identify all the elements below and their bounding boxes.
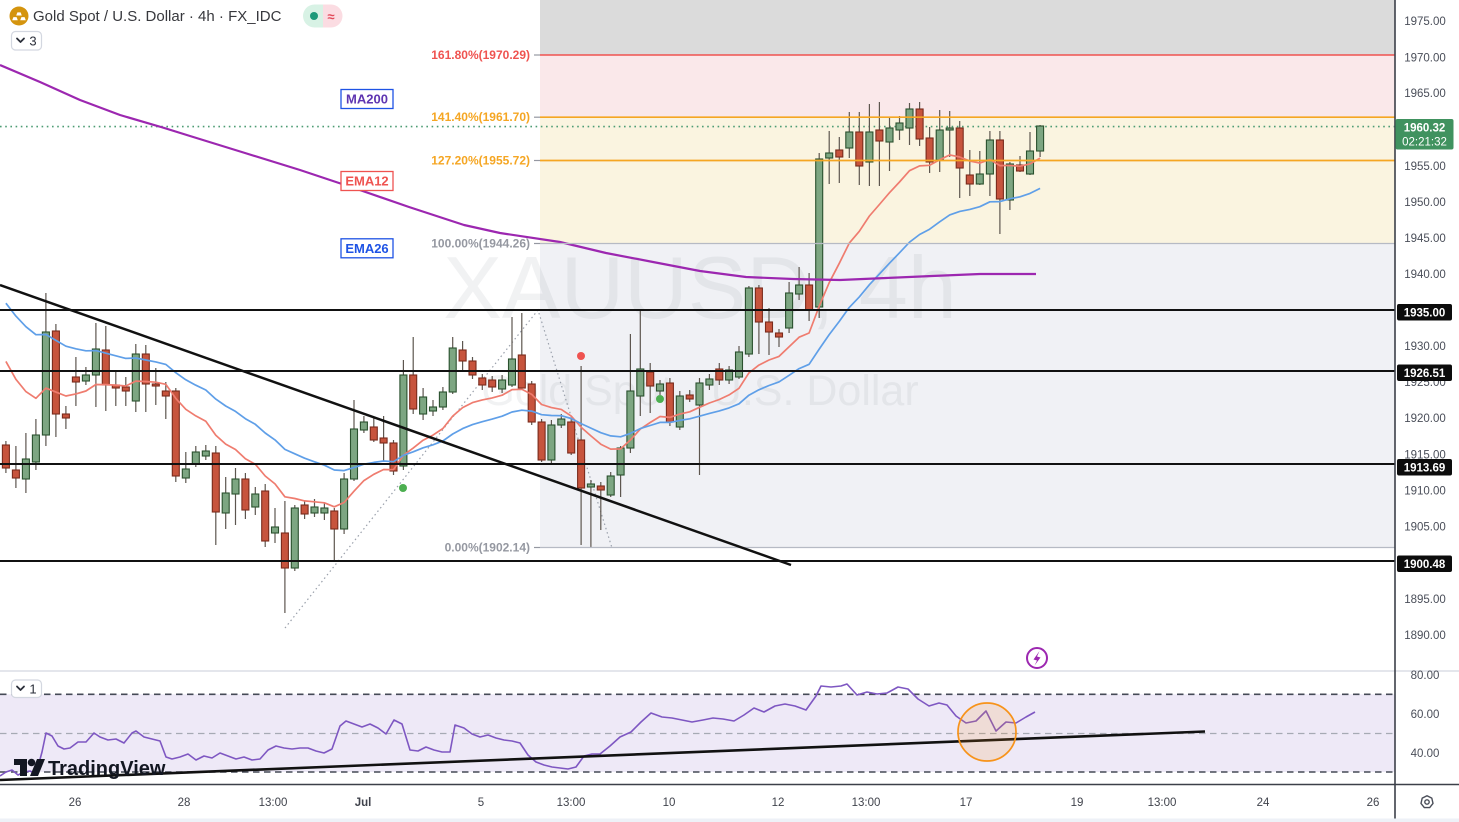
svg-text:3: 3 — [29, 34, 36, 49]
svg-text:1910.00: 1910.00 — [1404, 486, 1446, 498]
svg-text:26: 26 — [1367, 797, 1380, 809]
svg-text:19: 19 — [1071, 797, 1084, 809]
svg-text:1915.00: 1915.00 — [1404, 450, 1446, 462]
svg-text:1: 1 — [29, 682, 36, 697]
svg-text:1955.00: 1955.00 — [1404, 161, 1446, 173]
svg-text:1970.00: 1970.00 — [1404, 52, 1446, 64]
svg-text:1890.00: 1890.00 — [1404, 630, 1446, 642]
svg-text:1940.00: 1940.00 — [1404, 269, 1446, 281]
svg-text:1930.00: 1930.00 — [1404, 341, 1446, 353]
svg-text:80.00: 80.00 — [1411, 670, 1440, 682]
svg-text:161.80%(1970.29): 161.80%(1970.29) — [431, 48, 530, 62]
svg-text:≈: ≈ — [327, 9, 334, 24]
svg-text:26: 26 — [69, 797, 82, 809]
svg-text:MA200: MA200 — [346, 92, 388, 107]
svg-text:1913.69: 1913.69 — [1404, 463, 1446, 475]
svg-text:28: 28 — [178, 797, 191, 809]
svg-text:1905.00: 1905.00 — [1404, 522, 1446, 534]
svg-text:17: 17 — [960, 797, 973, 809]
svg-text:XAUUSD, 4h: XAUUSD, 4h — [443, 238, 957, 337]
svg-text:13:00: 13:00 — [1148, 797, 1177, 809]
svg-text:141.40%(1961.70): 141.40%(1961.70) — [431, 110, 530, 124]
svg-text:TradingView: TradingView — [48, 758, 166, 780]
svg-text:1975.00: 1975.00 — [1404, 16, 1446, 28]
svg-text:12: 12 — [772, 797, 785, 809]
svg-text:13:00: 13:00 — [259, 797, 288, 809]
svg-text:02:21:32: 02:21:32 — [1402, 137, 1447, 149]
svg-text:1935.00: 1935.00 — [1404, 308, 1446, 320]
svg-text:60.00: 60.00 — [1411, 709, 1440, 721]
svg-text:127.20%(1955.72): 127.20%(1955.72) — [431, 154, 530, 168]
svg-text:1926.51: 1926.51 — [1404, 368, 1446, 380]
svg-text:EMA26: EMA26 — [345, 241, 388, 256]
svg-text:13:00: 13:00 — [852, 797, 881, 809]
svg-text:EMA12: EMA12 — [345, 174, 388, 189]
svg-text:Gold Spot / U.S. Dollar · 4h ·: Gold Spot / U.S. Dollar · 4h · FX_IDC — [33, 8, 282, 25]
svg-text:1895.00: 1895.00 — [1404, 594, 1446, 606]
svg-text:24: 24 — [1257, 797, 1270, 809]
svg-text:10: 10 — [663, 797, 676, 809]
svg-text:0.00%(1902.14): 0.00%(1902.14) — [445, 541, 530, 555]
svg-text:Jul: Jul — [355, 797, 372, 809]
svg-text:13:00: 13:00 — [557, 797, 586, 809]
svg-text:1960.32: 1960.32 — [1404, 123, 1446, 135]
svg-text:1920.00: 1920.00 — [1404, 413, 1446, 425]
svg-text:1900.48: 1900.48 — [1404, 559, 1446, 571]
svg-text:40.00: 40.00 — [1411, 748, 1440, 760]
svg-text:1945.00: 1945.00 — [1404, 233, 1446, 245]
svg-text:1950.00: 1950.00 — [1404, 197, 1446, 209]
svg-text:100.00%(1944.26): 100.00%(1944.26) — [431, 237, 530, 251]
svg-text:5: 5 — [478, 797, 484, 809]
svg-text:1965.00: 1965.00 — [1404, 88, 1446, 100]
